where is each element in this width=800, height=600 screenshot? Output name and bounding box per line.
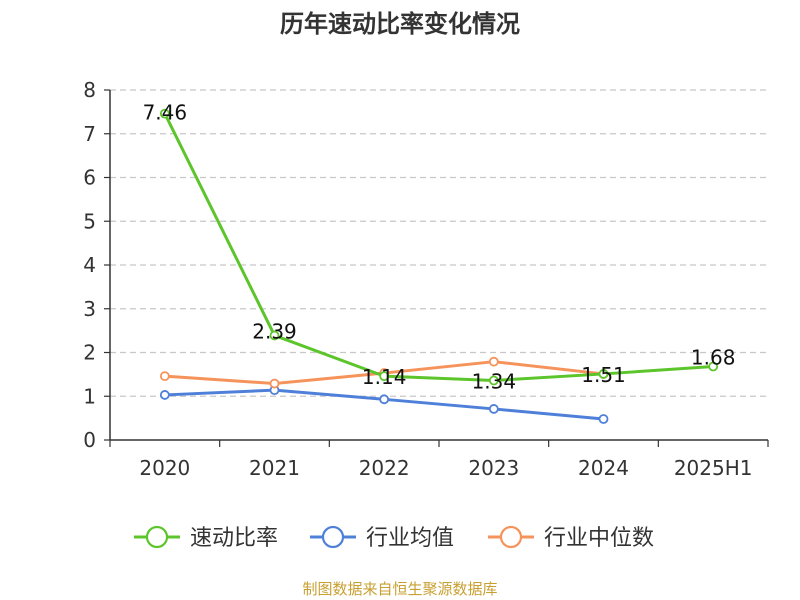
- data-point: [488, 375, 499, 386]
- data-label: 1.68: [691, 346, 736, 370]
- legend: 速动比率 行业均值 行业中位数: [134, 525, 654, 551]
- data-point: [159, 371, 170, 382]
- data-point: [379, 394, 390, 405]
- data-labels: 7.46 2.39 1.14 1.34 1.51 1.68: [143, 101, 736, 394]
- legend-marker: [145, 525, 169, 549]
- series-lines: [159, 108, 719, 424]
- x-tick-label: 2025H1: [674, 456, 753, 480]
- y-tick-label: 1: [83, 384, 96, 408]
- x-tick-label: 2020: [139, 456, 190, 480]
- data-label: 1.34: [472, 370, 517, 394]
- source-note: 制图数据来自恒生聚源数据库: [302, 580, 497, 598]
- x-tick-label: 2023: [468, 456, 519, 480]
- data-point: [159, 390, 170, 400]
- data-point: [159, 108, 170, 119]
- chart-title: 历年速动比率变化情况: [280, 10, 520, 38]
- data-point: [708, 361, 719, 372]
- data-point: [598, 369, 609, 379]
- y-tick-label: 8: [83, 78, 96, 102]
- y-tick-label: 2: [83, 341, 96, 365]
- data-label: 7.46: [143, 101, 188, 125]
- series-line-0: [163, 112, 714, 382]
- y-tick-label: 7: [83, 122, 96, 146]
- data-point: [488, 404, 499, 414]
- x-tick-label: 2021: [249, 456, 300, 480]
- y-tick-label: 5: [83, 209, 96, 233]
- x-tick-label: 2024: [578, 456, 629, 480]
- legend-label: 行业均值: [366, 526, 454, 551]
- y-tick-label: 0: [83, 428, 96, 452]
- legend-label: 速动比率: [190, 526, 278, 551]
- legend-marker: [321, 525, 345, 549]
- data-point: [379, 371, 390, 382]
- y-tick-label: 3: [83, 297, 96, 321]
- data-label: 1.51: [581, 363, 626, 387]
- legend-marker: [499, 525, 523, 549]
- x-tick-label: 2022: [359, 456, 410, 480]
- data-point: [269, 378, 280, 389]
- data-label: 2.39: [252, 319, 297, 343]
- legend-label: 行业中位数: [544, 526, 654, 551]
- axes: 0 1 2 3 4 5 6 7 8 2020 2021 2022 2023 2024 2025H1: [83, 78, 769, 480]
- data-point: [488, 356, 499, 367]
- grid-lines: [110, 89, 768, 397]
- y-tick-label: 6: [83, 166, 96, 190]
- data-label: 1.14: [362, 365, 407, 389]
- data-point: [598, 414, 609, 424]
- y-tick-label: 4: [83, 253, 96, 277]
- data-point: [269, 330, 280, 341]
